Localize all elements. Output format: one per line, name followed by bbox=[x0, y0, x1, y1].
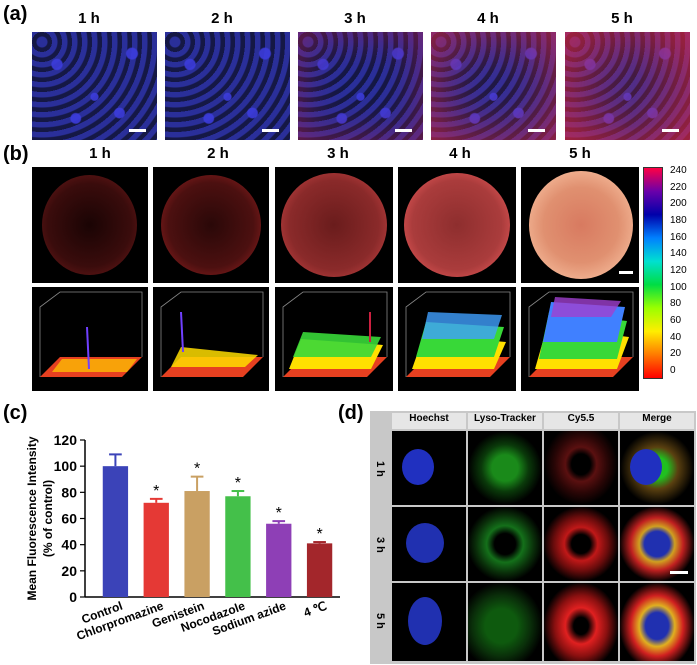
micrograph-a-4h bbox=[431, 32, 556, 140]
y-axis-label: Mean Fluorescence Intensity bbox=[25, 436, 39, 600]
bar bbox=[266, 523, 292, 597]
surface-plot-1h bbox=[32, 287, 148, 391]
bar bbox=[225, 496, 251, 597]
d-merge-5h bbox=[620, 583, 694, 661]
colorbar-tick-label: 20 bbox=[670, 348, 682, 360]
b-time-label: 5 h bbox=[569, 145, 591, 162]
spheroid-5h bbox=[521, 167, 639, 283]
d-row-label: 1 h bbox=[374, 461, 386, 477]
surface-plot-2h bbox=[153, 287, 269, 391]
d-header: Cy5.5 bbox=[544, 413, 618, 429]
panel-label-b: (b) bbox=[3, 143, 29, 165]
d-header: Lyso-Tracker bbox=[468, 413, 542, 429]
a-time-label: 4 h bbox=[477, 10, 499, 27]
d-merge-1h bbox=[620, 431, 694, 505]
intensity-colorbar bbox=[643, 167, 663, 379]
a-time-label: 1 h bbox=[78, 10, 100, 27]
d-lyso-1h bbox=[468, 431, 542, 505]
d-header: Hoechst bbox=[392, 413, 466, 429]
significance-marker: * bbox=[276, 505, 282, 522]
y-tick-label: 20 bbox=[61, 563, 77, 579]
colorbar-tick-label: 200 bbox=[670, 198, 687, 210]
colorbar-tick-label: 160 bbox=[670, 231, 687, 243]
colorbar-tick-label: 60 bbox=[670, 315, 682, 326]
significance-marker: * bbox=[194, 461, 200, 478]
b-time-label: 4 h bbox=[449, 145, 471, 162]
y-tick-label: 120 bbox=[54, 432, 78, 448]
colorbar-tick-label: 180 bbox=[670, 215, 687, 226]
significance-marker: * bbox=[235, 475, 241, 492]
bar bbox=[102, 466, 129, 597]
panel-label-c: (c) bbox=[3, 402, 28, 424]
significance-marker: * bbox=[153, 483, 159, 500]
bar bbox=[184, 491, 210, 597]
colorbar-tick-label: 140 bbox=[670, 248, 687, 260]
panel-label-d: (d) bbox=[338, 402, 364, 424]
d-hoechst-5h bbox=[392, 583, 466, 661]
d-cy55-3h bbox=[544, 507, 618, 581]
d-hoechst-1h bbox=[392, 431, 466, 505]
d-cy55-1h bbox=[544, 431, 618, 505]
confocal-panel-d: Hoechst Lyso-Tracker Cy5.5 Merge 1 h 3 h… bbox=[370, 411, 696, 664]
y-axis-label: (% of control) bbox=[41, 480, 55, 557]
d-row-label: 5 h bbox=[374, 613, 386, 629]
micrograph-a-5h bbox=[565, 32, 690, 140]
d-lyso-3h bbox=[468, 507, 542, 581]
b-time-label: 1 h bbox=[89, 145, 111, 162]
spheroid-1h bbox=[32, 167, 148, 283]
colorbar-tick-label: 100 bbox=[670, 281, 687, 293]
a-time-label: 2 h bbox=[211, 10, 233, 27]
spheroid-4h bbox=[398, 167, 516, 283]
colorbar-tick-label: 120 bbox=[670, 265, 687, 276]
micrograph-a-3h bbox=[298, 32, 423, 140]
colorbar-tick-label: 240 bbox=[670, 165, 687, 176]
y-tick-label: 60 bbox=[61, 511, 77, 527]
d-header: Merge bbox=[620, 413, 694, 429]
micrograph-a-1h bbox=[32, 32, 157, 140]
surface-plot-4h bbox=[398, 287, 516, 391]
d-lyso-5h bbox=[468, 583, 542, 661]
significance-marker: * bbox=[316, 526, 322, 543]
d-cy55-5h bbox=[544, 583, 618, 661]
y-tick-label: 0 bbox=[69, 589, 77, 605]
bar-chart: 0 20 40 60 80 100 120 Mean Fluorescence Intensi… bbox=[25, 432, 340, 643]
a-time-label: 3 h bbox=[344, 10, 366, 27]
b-time-label: 3 h bbox=[327, 145, 349, 162]
d-hoechst-3h bbox=[392, 507, 466, 581]
a-time-label: 5 h bbox=[611, 10, 633, 27]
d-row-label: 3 h bbox=[374, 537, 386, 553]
spheroid-2h bbox=[153, 167, 269, 283]
colorbar-tick-label: 80 bbox=[670, 298, 682, 310]
colorbar-tick-label: 40 bbox=[670, 331, 682, 343]
y-tick-label: 80 bbox=[61, 484, 77, 500]
surface-plot-3h bbox=[275, 287, 393, 391]
spheroid-3h bbox=[275, 167, 393, 283]
y-tick-label: 40 bbox=[61, 537, 77, 553]
bar bbox=[306, 543, 333, 597]
surface-plot-5h bbox=[521, 287, 639, 391]
micrograph-a-2h bbox=[165, 32, 290, 140]
y-tick-label: 100 bbox=[54, 458, 78, 474]
colorbar-tick-label: 0 bbox=[670, 365, 676, 376]
colorbar-tick-label: 220 bbox=[670, 181, 687, 193]
panel-label-a: (a) bbox=[3, 3, 28, 25]
d-merge-3h bbox=[620, 507, 694, 581]
b-time-label: 2 h bbox=[207, 145, 229, 162]
bar bbox=[143, 502, 169, 597]
x-tick-label: 4 ℃ bbox=[302, 599, 329, 620]
